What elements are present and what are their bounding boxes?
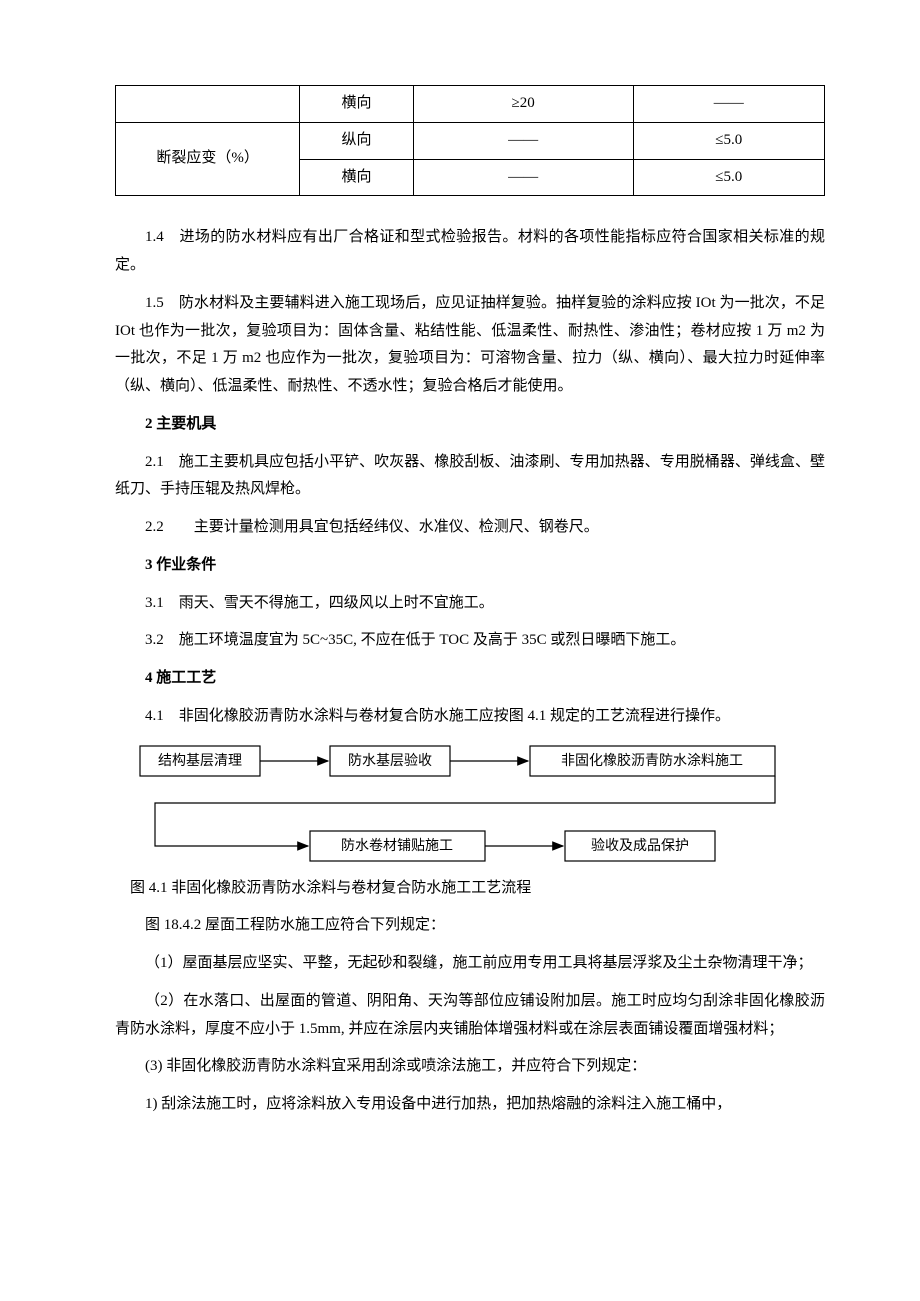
para-3-2: 3.2 施工环境温度宜为 5C~35C, 不应在低于 TOC 及高于 35C 或… <box>115 627 825 655</box>
cell: 横向 <box>300 159 413 196</box>
flow-box-3: 非固化橡胶沥青防水涂料施工 <box>561 752 743 769</box>
cell <box>116 86 300 123</box>
para-rule-4: 1) 刮涂法施工时，应将涂料放入专用设备中进行加热，把加热熔融的涂料注入施工桶中… <box>115 1091 825 1119</box>
para-rule-2: （2）在水落口、出屋面的管道、阴阳角、天沟等部位应铺设附加层。施工时应均匀刮涂非… <box>115 988 825 1044</box>
cell: —— <box>413 122 633 159</box>
flow-box-1: 结构基层清理 <box>158 752 242 769</box>
para-3-1: 3.1 雨天、雪天不得施工，四级风以上时不宜施工。 <box>115 590 825 618</box>
cell: ≤5.0 <box>633 122 824 159</box>
figure-caption: 图 4.1 非固化橡胶沥青防水涂料与卷材复合防水施工工艺流程 <box>115 875 825 903</box>
cell: ≥20 <box>413 86 633 123</box>
para-18-4-2: 图 18.4.2 屋面工程防水施工应符合下列规定： <box>115 912 825 940</box>
para-1-5: 1.5 防水材料及主要辅料进入施工现场后，应见证抽样复验。抽样复验的涂料应按 I… <box>115 290 825 401</box>
flow-box-5: 验收及成品保护 <box>591 838 689 854</box>
cell: ≤5.0 <box>633 159 824 196</box>
cell: —— <box>413 159 633 196</box>
flowchart: 结构基层清理 防水基层验收 非固化橡胶沥青防水涂料施工 防水卷材铺贴施工 验收及… <box>135 741 815 871</box>
para-2-2: 2.2 主要计量检测用具宜包括经纬仪、水准仪、检测尺、钢卷尺。 <box>115 514 825 542</box>
para-rule-1: （1）屋面基层应坚实、平整，无起砂和裂缝，施工前应用专用工具将基层浮浆及尘土杂物… <box>115 950 825 978</box>
cell: 横向 <box>300 86 413 123</box>
flow-box-2: 防水基层验收 <box>348 752 432 769</box>
heading-4: 4 施工工艺 <box>115 665 825 693</box>
cell: 纵向 <box>300 122 413 159</box>
cell: —— <box>633 86 824 123</box>
para-1-4: 1.4 进场的防水材料应有出厂合格证和型式检验报告。材料的各项性能指标应符合国家… <box>115 224 825 280</box>
cell-rowlabel: 断裂应变（%） <box>116 122 300 196</box>
table-row: 横向 ≥20 —— <box>116 86 825 123</box>
spec-table: 横向 ≥20 —— 断裂应变（%） 纵向 —— ≤5.0 横向 —— ≤5.0 <box>115 85 825 196</box>
heading-2: 2 主要机具 <box>115 411 825 439</box>
para-rule-3: (3) 非固化橡胶沥青防水涂料宜采用刮涂或喷涂法施工，并应符合下列规定： <box>115 1053 825 1081</box>
flow-box-4: 防水卷材铺贴施工 <box>341 838 453 854</box>
para-2-1: 2.1 施工主要机具应包括小平铲、吹灰器、橡胶刮板、油漆刷、专用加热器、专用脱桶… <box>115 449 825 505</box>
heading-3: 3 作业条件 <box>115 552 825 580</box>
para-4-1: 4.1 非固化橡胶沥青防水涂料与卷材复合防水施工应按图 4.1 规定的工艺流程进… <box>115 703 825 731</box>
table-row: 断裂应变（%） 纵向 —— ≤5.0 <box>116 122 825 159</box>
